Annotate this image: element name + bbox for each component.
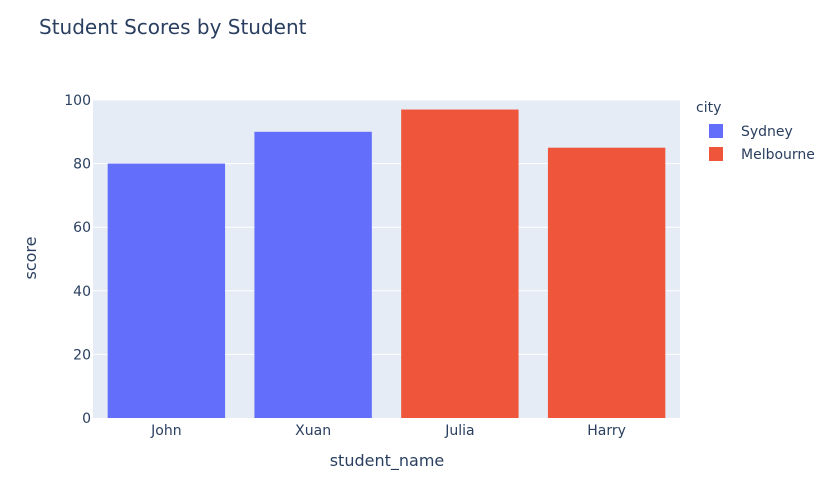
legend-item-sydney[interactable]: Sydney [741,124,793,140]
legend-swatch-sydney [709,124,723,138]
y-tick-label: 0 [82,411,91,427]
legend-title: city [696,100,721,116]
y-tick-label: 40 [73,284,91,300]
x-tick-labels: John Xuan Julia Harry [150,423,626,439]
x-tick-label: Xuan [295,423,331,439]
y-axis-title: score [21,237,40,280]
legend-swatch-melbourne [709,147,723,161]
chart-title: Student Scores by Student [39,15,307,39]
legend[interactable]: city Sydney Melbourne [696,100,815,163]
bar-john[interactable] [107,163,226,418]
bar-julia[interactable] [401,109,519,418]
x-tick-label: Julia [444,423,474,439]
bar-xuan[interactable] [254,131,372,419]
y-tick-label: 60 [73,220,91,236]
y-tick-label: 20 [73,347,91,363]
x-axis-title: student_name [330,451,445,471]
bar-harry[interactable] [547,147,666,418]
legend-item-melbourne[interactable]: Melbourne [741,147,815,163]
y-tick-labels: 0 20 40 60 80 100 [64,93,91,427]
x-tick-label: John [150,423,181,439]
y-tick-label: 80 [73,157,91,173]
x-tick-label: Harry [587,423,626,439]
bars [107,109,666,419]
y-tick-label: 100 [64,93,91,109]
